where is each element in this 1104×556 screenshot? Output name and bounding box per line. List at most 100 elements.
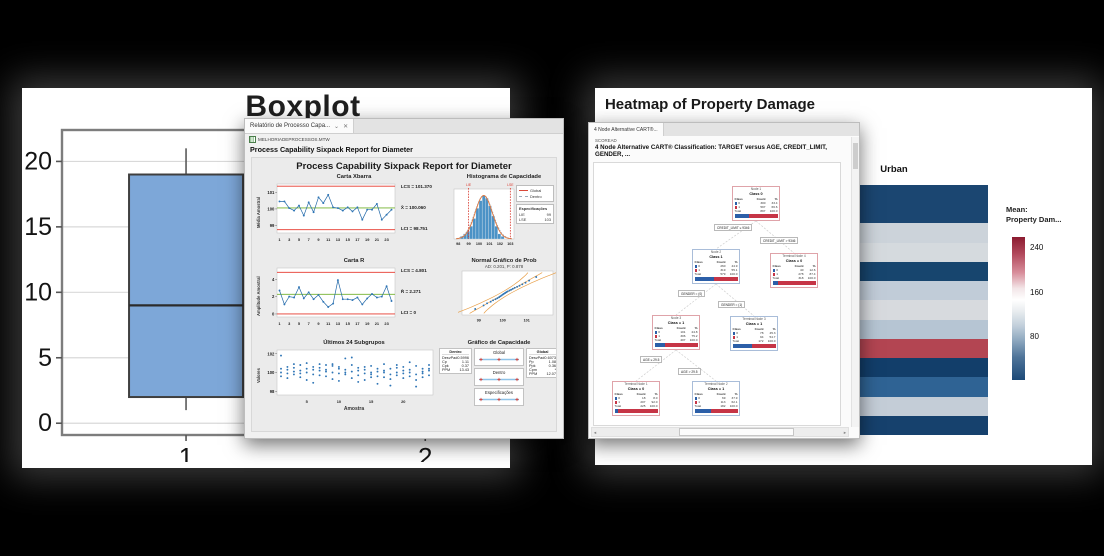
- probplot-block: Normal Gráfico de Prob AD: 0.201, P: 0.8…: [452, 258, 556, 340]
- vertical-scrollbar[interactable]: [851, 137, 859, 427]
- svg-text:17: 17: [355, 321, 359, 326]
- probplot-plot: 99 100 101: [455, 269, 556, 323]
- cart-tree-node[interactable]: Terminal Node 4 Class = 0 Class Count% 0 40 12…: [770, 253, 818, 289]
- svg-text:7: 7: [307, 237, 309, 242]
- svg-text:2: 2: [418, 442, 432, 462]
- svg-text:1: 1: [278, 237, 281, 242]
- svg-text:2: 2: [272, 294, 275, 299]
- svg-text:10: 10: [337, 399, 341, 404]
- legend-title-line2: Property Dam...: [1006, 215, 1062, 225]
- rchart-ucl-label: LCS = 4.801: [400, 268, 427, 273]
- xbar-title: Carta Xbarra: [336, 174, 372, 180]
- vertical-scrollbar-thumb[interactable]: [853, 143, 858, 169]
- svg-text:102: 102: [267, 351, 275, 356]
- scroll-left-icon[interactable]: ◄: [593, 429, 597, 435]
- svg-text:101: 101: [267, 190, 275, 195]
- cart-tree-node[interactable]: Terminal Node 1 Class = 0 Class Count% 0 18 8.…: [612, 381, 660, 417]
- horizontal-scrollbar[interactable]: ◄ ►: [591, 427, 849, 437]
- svg-text:4: 4: [272, 277, 275, 282]
- heatmap-title: Heatmap of Property Damage: [604, 96, 816, 113]
- svg-text:5: 5: [298, 321, 301, 326]
- subgroups-ylabel: Valores: [256, 368, 261, 384]
- xbar-ylabel: Média Amostral: [256, 196, 261, 228]
- xbar-plot: 99 100 101 1 3 5 7 9 11 13 15 17 19 21 23: [264, 181, 398, 243]
- svg-text:17: 17: [355, 237, 359, 242]
- svg-text:15: 15: [345, 237, 350, 242]
- svg-text:100: 100: [267, 206, 275, 211]
- svg-text:9: 9: [317, 321, 320, 326]
- collapse-icon[interactable]: ⌄: [334, 123, 340, 130]
- cart-split-label: AGE > 29.5: [678, 368, 701, 375]
- histogram-specs: Especificações LIE 99 LSE 103: [516, 203, 554, 224]
- subgroups-block: Últimos 24 Subgrupos Valores 98 100 102 5 10…: [256, 340, 452, 428]
- svg-text:20: 20: [401, 399, 405, 404]
- svg-text:1: 1: [278, 321, 281, 326]
- cart-split-label: GENDER = (1): [718, 301, 746, 308]
- probplot-subtitle: AD: 0.201, P: 0.878: [484, 264, 524, 269]
- rchart-lcl-label: LCI = 0: [400, 310, 417, 315]
- sixpack-tab-label: Relatório de Processo Capa...: [250, 123, 331, 129]
- sixpack-heading: Process Capability Sixpack Report for Di…: [250, 145, 413, 154]
- close-icon[interactable]: ✕: [343, 123, 349, 130]
- sixpack-tab[interactable]: Relatório de Processo Capa... ⌄ ✕: [245, 119, 355, 133]
- worksheet-icon: [249, 136, 256, 143]
- subgroups-plot: 98 100 102 5 10 15 20: [264, 347, 436, 405]
- svg-text:99: 99: [270, 223, 275, 228]
- report-grid: Carta Xbarra Média Amostral 99 100 101 1 3 5 7…: [256, 174, 556, 431]
- rchart-title: Carta R: [343, 258, 365, 264]
- svg-text:20: 20: [24, 147, 52, 175]
- rchart-block: Carta R Amplitude Amostral 0 2 4 1 3 5 7 9 11 13 1…: [256, 258, 452, 340]
- capability-content: Dentro DesvPad 0.5996 Cp 1.11 Cpk 0.37 PPM 13.43…: [438, 348, 556, 406]
- svg-text:15: 15: [369, 399, 374, 404]
- svg-text:21: 21: [375, 321, 380, 326]
- rchart-mean-label: R̄ = 2.271: [400, 289, 421, 294]
- svg-text:19: 19: [365, 237, 370, 242]
- xbar-chart-block: Carta Xbarra Média Amostral 99 100 101 1 3 5 7…: [256, 174, 452, 256]
- cart-split-label: GENDER = (0): [678, 290, 706, 297]
- svg-text:98: 98: [456, 242, 460, 246]
- svg-text:11: 11: [326, 321, 331, 326]
- svg-text:100: 100: [500, 319, 506, 323]
- cart-heading: 4 Node Alternative CART® Classification:…: [595, 144, 827, 158]
- svg-text:13: 13: [336, 237, 341, 242]
- svg-text:99: 99: [477, 319, 481, 323]
- svg-text:102: 102: [497, 242, 503, 246]
- histogram-block: Histograma de Capacidade LIE LSE 98 99 100 10…: [452, 174, 556, 256]
- cart-tree-node[interactable]: Node 3 Class = 1 Class Count% 0 101 24.8 1 306 75…: [652, 315, 700, 351]
- xbar-lcl-label: LCI = 98.751: [400, 226, 428, 231]
- sixpack-window: Relatório de Processo Capa... ⌄ ✕ MELHOR…: [244, 118, 564, 439]
- scroll-right-icon[interactable]: ►: [843, 429, 847, 435]
- svg-text:98: 98: [270, 389, 275, 394]
- svg-text:15: 15: [24, 213, 52, 241]
- svg-text:101: 101: [486, 242, 492, 246]
- svg-text:99: 99: [467, 242, 471, 246]
- boxplot-chart: 0 5 10 15 20 1 2: [24, 122, 526, 472]
- sixpack-report: Process Capability Sixpack Report for Di…: [251, 157, 557, 432]
- svg-text:23: 23: [384, 321, 389, 326]
- svg-text:100: 100: [476, 242, 482, 246]
- heatmap-legend-gradient: [1012, 237, 1025, 380]
- cart-tab[interactable]: 4 Node Alternative CART®...: [589, 123, 664, 136]
- svg-text:3: 3: [288, 237, 291, 242]
- boxplot-title: Boxplot: [245, 90, 361, 123]
- svg-text:13: 13: [336, 321, 341, 326]
- svg-text:LIE: LIE: [466, 183, 472, 187]
- cart-tree-node[interactable]: Node 1 Class 0 Class Count% 0 300 33.4 1 597 66.6…: [732, 186, 780, 222]
- svg-text:3: 3: [288, 321, 291, 326]
- svg-text:0: 0: [272, 311, 275, 316]
- legend-tick: 160: [1030, 288, 1044, 298]
- capability-block: Gráfico de Capacidade Dentro DesvPad 0.599…: [438, 340, 556, 428]
- cart-tree-node[interactable]: Terminal Node 3 Class = 1 Class Count% 0 78 45…: [730, 316, 778, 352]
- worksheet-name: MELHORIADEPROCESSOS.MTW: [258, 137, 330, 142]
- report-title: Process Capability Sixpack Report for Di…: [296, 161, 512, 172]
- capability-intervals: Global Dentro Especificações: [474, 348, 524, 406]
- cart-tree-node[interactable]: Node 2 Class 1 Class Count% 0 260 44.9 1 319 55.1…: [692, 249, 740, 285]
- svg-text:15: 15: [345, 321, 350, 326]
- cart-tree-node[interactable]: Terminal Node 2 Class = 1 Class Count% 0 69 37…: [692, 381, 740, 417]
- horizontal-scrollbar-thumb[interactable]: [679, 428, 795, 436]
- svg-text:5: 5: [298, 237, 301, 242]
- histogram-legend: Global Dentro Especificações LIE 99 LSE 103: [516, 181, 554, 247]
- histogram-plot: LIE LSE 98 99 100 101 102 103: [452, 181, 516, 247]
- probplot-title: Normal Gráfico de Prob: [471, 258, 537, 264]
